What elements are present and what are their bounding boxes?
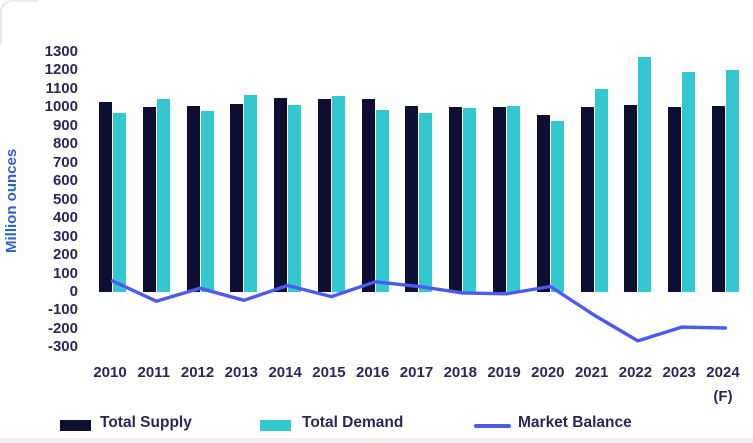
bar-total-supply-2012 [186, 106, 200, 292]
x-axis-label-2012: 2012 [180, 364, 215, 381]
bar-total-supply-2016 [361, 99, 375, 292]
legend: Total Supply Total Demand Market Balance [0, 413, 753, 437]
bar-total-supply-2024 [711, 105, 725, 292]
y-tick-label: -100 [47, 301, 78, 319]
x-axis-label-2015: 2015 [312, 364, 346, 381]
x-axis-label-2024: 2024 [706, 364, 740, 381]
bar-total-demand-2021 [594, 88, 608, 292]
y-tick-label: 600 [52, 172, 78, 190]
bar-total-demand-2011 [156, 99, 170, 292]
y-tick-label: 1000 [44, 98, 78, 116]
bar-total-supply-2018 [449, 107, 463, 292]
y-tick-label: 100 [52, 264, 78, 282]
x-axis-label-2011: 2011 [137, 364, 171, 381]
x-axis-label-2023: 2023 [662, 364, 696, 381]
total-supply-legend-label: Total Supply [100, 414, 192, 431]
total-supply-swatch [60, 420, 91, 431]
bar-total-demand-2022 [638, 56, 652, 292]
bar-total-demand-2015 [331, 96, 345, 292]
total-demand-swatch [260, 420, 291, 431]
y-tick-label: 200 [52, 246, 78, 264]
y-tick-label: 0 [69, 283, 78, 300]
x-axis-label-2020: 2020 [531, 364, 565, 381]
x-axis-label-2017: 2017 [399, 364, 434, 381]
y-tick-label: 1300 [44, 43, 78, 60]
y-tick-label: 300 [52, 227, 78, 245]
bar-total-demand-2010 [113, 112, 126, 292]
bar-total-supply-2015 [317, 99, 331, 292]
total-demand-legend-label: Total Demand [302, 414, 404, 431]
forecast-note: (F) [713, 388, 733, 405]
bar-total-demand-2018 [463, 108, 477, 292]
bar-total-supply-2017 [405, 105, 419, 292]
bar-total-demand-2023 [682, 72, 696, 292]
y-tick-label: 500 [52, 190, 78, 208]
x-axis-label-2016: 2016 [356, 364, 390, 381]
y-tick-label: 1100 [45, 79, 78, 97]
x-axis-label-2019: 2019 [487, 364, 521, 381]
bar-total-supply-2019 [493, 107, 507, 292]
bar-total-demand-2019 [507, 105, 521, 292]
bar-total-supply-2014 [274, 98, 288, 292]
market-balance-swatch [474, 424, 511, 428]
window-corner-border [0, 0, 38, 44]
bar-total-supply-2020 [536, 114, 550, 292]
bar-total-supply-2023 [668, 107, 682, 292]
x-axis-label-2014: 2014 [268, 364, 302, 381]
bar-total-supply-2011 [142, 107, 156, 292]
plot-area [88, 40, 748, 360]
bar-total-supply-2010 [99, 101, 112, 292]
y-tick-label: 900 [52, 116, 78, 134]
bar-total-demand-2013 [244, 95, 258, 292]
bar-total-supply-2013 [230, 103, 244, 292]
market-balance-line [110, 279, 728, 343]
x-axis-label-2010: 2010 [93, 364, 127, 381]
y-tick-label: -300 [47, 338, 78, 356]
bar-total-demand-2016 [375, 110, 389, 292]
x-axis-label-2021: 2021 [574, 364, 609, 381]
y-tick-label: -200 [47, 319, 78, 337]
y-tick-label: 1200 [44, 61, 78, 79]
x-axis-label-2013: 2013 [224, 364, 259, 381]
x-axis-label-2018: 2018 [443, 364, 477, 381]
bar-total-demand-2012 [200, 111, 214, 292]
market-balance-legend-label: Market Balance [518, 414, 632, 431]
bar-total-demand-2014 [288, 104, 302, 292]
y-tick-label: 400 [52, 209, 78, 227]
bottom-divider [0, 438, 753, 443]
bar-total-supply-2021 [580, 107, 594, 292]
x-axis-label-2022: 2022 [618, 364, 653, 381]
bar-total-supply-2022 [624, 104, 638, 292]
y-tick-label: 800 [52, 135, 78, 153]
y-tick-label: 700 [52, 153, 78, 171]
bar-total-demand-2024 [725, 69, 739, 292]
bar-total-demand-2020 [550, 121, 564, 292]
bar-total-demand-2017 [419, 112, 433, 292]
